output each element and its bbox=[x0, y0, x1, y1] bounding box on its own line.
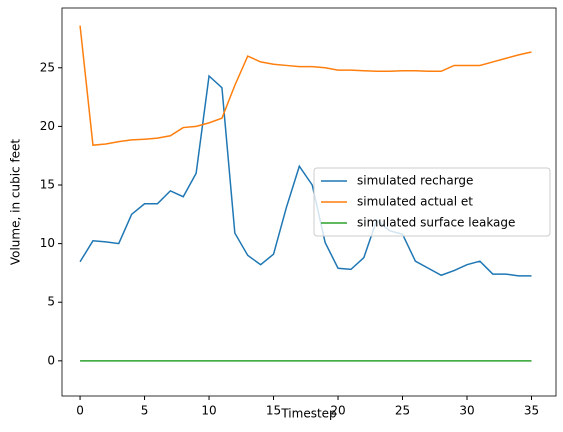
x-tick-label: 15 bbox=[266, 404, 281, 418]
y-tick-label: 5 bbox=[47, 295, 55, 309]
y-tick-label: 0 bbox=[47, 353, 55, 367]
legend-label: simulated actual et bbox=[357, 195, 473, 209]
legend-box bbox=[313, 167, 551, 237]
x-axis-label: Timestep bbox=[280, 407, 336, 421]
x-tick-label: 25 bbox=[395, 404, 410, 418]
y-tick-label: 20 bbox=[40, 119, 55, 133]
y-tick-label: 10 bbox=[40, 236, 55, 250]
legend-label: simulated recharge bbox=[357, 174, 473, 188]
line-series bbox=[79, 25, 532, 146]
x-tick-label: 20 bbox=[330, 404, 345, 418]
y-tick-label: 15 bbox=[40, 178, 55, 192]
x-tick-label: 35 bbox=[524, 404, 539, 418]
x-tick-label: 5 bbox=[141, 404, 149, 418]
legend: simulated recharge simulated actual et sim… bbox=[313, 167, 551, 237]
line-series bbox=[79, 74, 532, 277]
plot-frame bbox=[61, 7, 557, 397]
y-tick-label: 25 bbox=[40, 60, 55, 74]
x-tick-label: 10 bbox=[201, 404, 216, 418]
x-tick-label: 0 bbox=[76, 404, 84, 418]
y-axis-label: Volume, in cubic feet bbox=[9, 139, 23, 266]
legend-label: simulated surface leakage bbox=[357, 216, 515, 230]
x-tick-label: 30 bbox=[459, 404, 474, 418]
